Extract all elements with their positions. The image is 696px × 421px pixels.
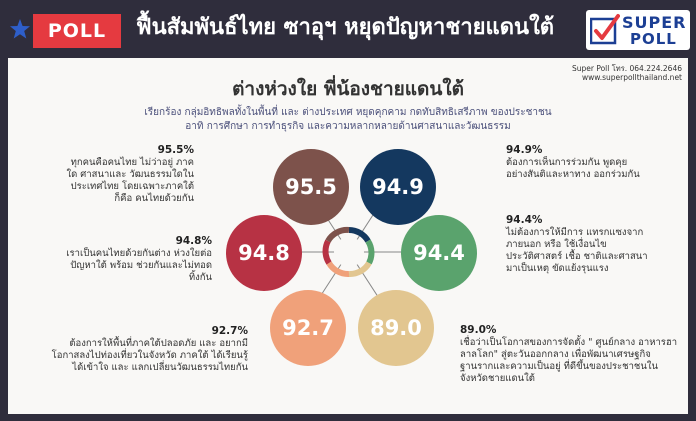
center-donut: [322, 226, 375, 277]
super-poll-logo: SUPER POLL: [586, 10, 690, 50]
stat-block: 94.4% ไม่ต้องการให้มีการ แทรกแซงจากภายนอ…: [506, 214, 656, 275]
stat-circle: 95.5: [273, 149, 349, 225]
contact-phone: Super Poll โทร. 064.224.2646: [571, 64, 682, 73]
stat-block: 95.5% ทุกคนคือคนไทย ไม่ว่าอยู่ ภาคใด ศาส…: [64, 144, 194, 205]
stat-text: เชื่อว่าเป็นโอกาสของการจัดตั้ง " ศูนย์กล…: [460, 337, 678, 384]
subtitle-line-1: เรียกร้อง กลุ่มอิทธิพลทั้งในพื้นที่ และ …: [144, 107, 552, 118]
stat-block: 92.7% ต้องการให้พื้นที่ภาคใต้ปลอดภัย และ…: [48, 325, 248, 374]
main-title: ต่างห่วงใย พี่น้องชายแดนใต้: [232, 78, 464, 100]
stat-percent: 94.4%: [506, 214, 543, 226]
stat-percent: 92.7%: [211, 325, 248, 337]
logo-text-super: SUPER: [622, 13, 687, 32]
stat-percent: 95.5%: [157, 144, 194, 156]
stat-text: ไม่ต้องการให้มีการ แทรกแซงจากภายนอก หรือ…: [506, 227, 648, 274]
stat-block: 94.8% เราเป็นคนไทยด้วยกันต่าง ห่วงใยต่อป…: [64, 235, 212, 284]
stat-block: 89.0% เชื่อว่าเป็นโอกาสของการจัดตั้ง " ศ…: [460, 324, 678, 385]
stat-circle: 92.7: [270, 290, 346, 366]
header-bar: POLL ฟื้นสัมพันธ์ไทย ซาอุฯ หยุดปัญหาชายแ…: [0, 0, 696, 56]
stat-text: เราเป็นคนไทยด้วยกันต่าง ห่วงใยต่อปัญหาใต…: [66, 248, 212, 283]
connector-diagram: [270, 197, 428, 307]
checkmark-icon: [590, 14, 620, 45]
stat-text: ทุกคนคือคนไทย ไม่ว่าอยู่ ภาคใด ศาสนาและ …: [66, 157, 194, 204]
page-title: ฟื้นสัมพันธ์ไทย ซาอุฯ หยุดปัญหาชายแดนใต้: [136, 15, 555, 40]
stat-circle: 94.8: [226, 215, 302, 291]
stat-percent: 94.9%: [506, 144, 543, 156]
contact-website: www.superpollthailand.net: [582, 73, 682, 82]
stat-circle: 94.9: [360, 149, 436, 225]
poll-badge: POLL: [33, 14, 121, 48]
stat-percent: 89.0%: [460, 324, 497, 336]
stat-text: ต้องการให้พื้นที่ภาคใต้ปลอดภัย และ อยากม…: [51, 338, 248, 373]
stat-circle: 89.0: [358, 290, 434, 366]
infographic-panel: Super Poll โทร. 064.224.2646 www.superpo…: [8, 58, 688, 414]
stat-block: 94.9% ต้องการเห็นการร่วมกัน พูดคุยอย่างส…: [506, 144, 646, 181]
stat-circle: 94.4: [401, 215, 477, 291]
star-icon: [10, 19, 30, 39]
stat-text: ต้องการเห็นการร่วมกัน พูดคุยอย่างสันติแล…: [506, 157, 640, 180]
logo-text-poll: POLL: [630, 30, 677, 48]
subtitle-line-2: อาทิ การศึกษา การทำธุรกิจ และความหลากหลา…: [185, 121, 511, 132]
contact-info: Super Poll โทร. 064.224.2646 www.superpo…: [548, 64, 682, 82]
stat-percent: 94.8%: [175, 235, 212, 247]
